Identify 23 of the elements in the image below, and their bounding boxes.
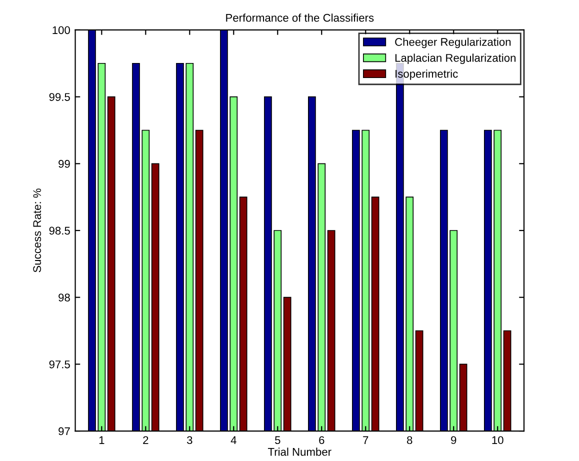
chart-title: Performance of the Classifiers [226, 14, 374, 22]
y-tick-label: 100 [52, 26, 70, 34]
y-tick-label: 99.5 [49, 93, 70, 101]
x-tick-label: 6 [319, 436, 324, 444]
y-axis-title: Success Rate: % [33, 188, 42, 272]
x-tick-label: 5 [274, 436, 280, 444]
x-tick-label: 7 [363, 436, 368, 444]
y-tick-label: 98.5 [49, 226, 70, 235]
legend-label: Cheeger Regularization [395, 38, 511, 48]
x-tick-label: 2 [143, 436, 148, 444]
y-tick-label: 99 [58, 160, 70, 168]
x-tick-label: 9 [451, 436, 456, 444]
legend-label: Isoperimetric [396, 70, 458, 80]
y-tick-label: 97.5 [49, 360, 70, 368]
legend-label: Laplacian Regularization [395, 54, 516, 64]
x-tick-label: 8 [407, 436, 412, 444]
y-tick-label: 98 [58, 294, 70, 302]
x-tick-label: 1 [99, 436, 104, 444]
x-tick-label: 4 [230, 436, 236, 444]
y-tick-label: 97 [58, 427, 70, 436]
x-tick-label: 10 [492, 436, 504, 444]
x-axis-title: Trial Number [268, 448, 332, 456]
x-tick-label: 3 [186, 436, 192, 444]
